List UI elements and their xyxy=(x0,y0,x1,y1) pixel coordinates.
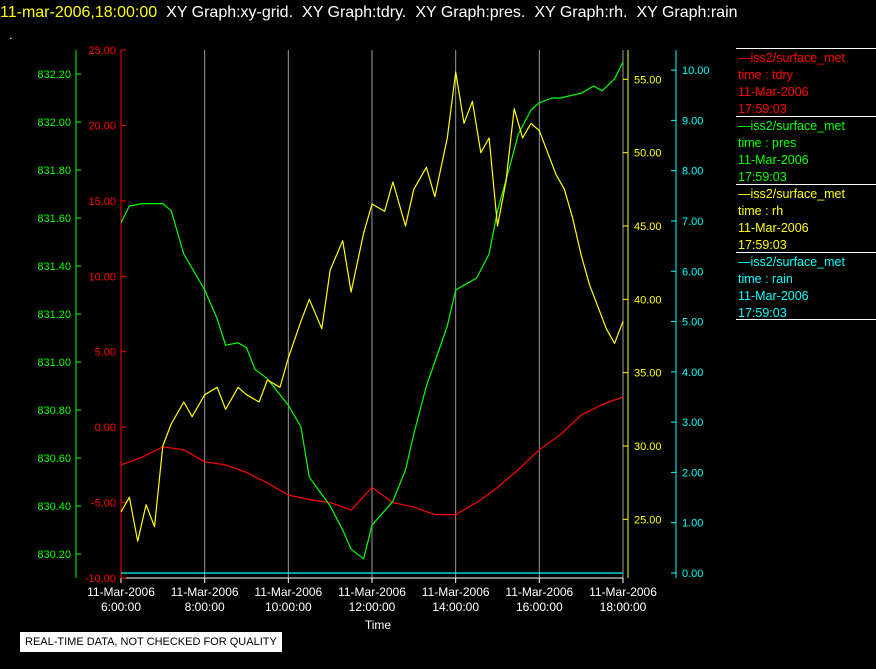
y-tick-label-rh: 45.00 xyxy=(634,221,662,233)
header-title-rh: XY Graph:rh. xyxy=(534,4,628,21)
y-tick-label-tdry: 25.00 xyxy=(88,45,116,57)
y-tick-label-pres: 830.60 xyxy=(37,453,71,465)
y-tick-label-tdry: 10.00 xyxy=(88,271,116,283)
y-tick-label-tdry: 20.00 xyxy=(88,120,116,132)
legend-source: —iss2/surface_met xyxy=(738,51,845,65)
y-tick-label-pres: 831.60 xyxy=(37,213,71,225)
x-tick-label-time: 8:00:00 xyxy=(185,600,225,614)
header-title-tdry: XY Graph:tdry. xyxy=(302,4,407,21)
x-tick-label-date: 11-Mar-2006 xyxy=(589,585,657,599)
y-tick-label-rain: 4.00 xyxy=(682,367,703,379)
y-tick-label-tdry: 0.00 xyxy=(95,422,116,434)
x-tick-label-time: 14:00:00 xyxy=(432,600,479,614)
y-tick-label-pres: 830.40 xyxy=(37,501,71,513)
header-title-rain: XY Graph:rain xyxy=(636,4,738,21)
graph-header: 11-mar-2006,18:00:00 XY Graph:xy-grid. XY … xyxy=(0,2,738,24)
x-tick-label-time: 16:00:00 xyxy=(516,600,563,614)
y-tick-label-rh: 55.00 xyxy=(634,74,662,86)
legend-variable: time : rain xyxy=(738,272,793,286)
y-tick-label-tdry: -5.00 xyxy=(91,498,116,510)
y-tick-label-rh: 25.00 xyxy=(634,514,662,526)
legend-time: 17:59:03 xyxy=(738,306,787,320)
y-tick-label-pres: 832.20 xyxy=(37,69,71,81)
y-tick-label-pres: 831.00 xyxy=(37,357,71,369)
y-tick-label-pres: 832.00 xyxy=(37,117,71,129)
legend-time: 17:59:03 xyxy=(738,170,787,184)
y-tick-label-rain: 0.00 xyxy=(682,568,703,580)
legend-entry-tdry: —iss2/surface_met time : tdry 11-Mar-200… xyxy=(736,48,876,116)
y-tick-label-rain: 5.00 xyxy=(682,317,703,329)
legend-source: —iss2/surface_met xyxy=(738,255,845,269)
quality-warning: REAL-TIME DATA, NOT CHECKED FOR QUALITY xyxy=(20,632,282,652)
header-title-xy-grid: XY Graph:xy-grid. xyxy=(166,4,294,21)
legend-entry-rain: —iss2/surface_met time : rain 11-Mar-200… xyxy=(736,252,876,320)
legend-source: —iss2/surface_met xyxy=(738,187,845,201)
y-tick-label-pres: 831.80 xyxy=(37,165,71,177)
x-tick-label-time: 18:00:00 xyxy=(600,600,647,614)
legend-variable: time : rh xyxy=(738,204,784,218)
y-tick-label-rain: 8.00 xyxy=(682,166,703,178)
legend-source: —iss2/surface_met xyxy=(738,119,845,133)
y-tick-label-rh: 30.00 xyxy=(634,441,662,453)
header-dot: . xyxy=(9,27,13,42)
y-tick-label-pres: 830.80 xyxy=(37,405,71,417)
legend-entry-rh: —iss2/surface_met time : rh 11-Mar-2006 … xyxy=(736,184,876,252)
series-line-pres xyxy=(120,61,624,560)
y-tick-label-pres: 831.20 xyxy=(37,309,71,321)
series-line-tdry xyxy=(120,396,624,516)
y-tick-label-rain: 1.00 xyxy=(682,518,703,530)
header-timestamp: 11-mar-2006,18:00:00 xyxy=(0,4,158,21)
y-tick-label-rain: 2.00 xyxy=(682,467,703,479)
y-tick-label-rh: 40.00 xyxy=(634,294,662,306)
y-tick-label-rh: 35.00 xyxy=(634,368,662,380)
legend-variable: time : pres xyxy=(738,136,797,150)
y-tick-label-rain: 3.00 xyxy=(682,417,703,429)
x-tick-label-date: 11-Mar-2006 xyxy=(338,585,406,599)
x-tick-label-time: 12:00:00 xyxy=(349,600,396,614)
x-tick-label-time: 10:00:00 xyxy=(265,600,312,614)
legend-time: 17:59:03 xyxy=(738,238,787,252)
legend-time: 17:59:03 xyxy=(738,102,787,116)
y-tick-label-tdry: -10.00 xyxy=(85,573,116,585)
legend-date: 11-Mar-2006 xyxy=(738,85,809,99)
y-tick-label-rain: 9.00 xyxy=(682,115,703,127)
y-tick-label-pres: 830.20 xyxy=(37,549,71,561)
y-tick-label-rain: 7.00 xyxy=(682,216,703,228)
legend-date: 11-Mar-2006 xyxy=(738,289,809,303)
legend-entry-pres: —iss2/surface_met time : pres 11-Mar-200… xyxy=(736,116,876,184)
x-tick-label-date: 11-Mar-2006 xyxy=(171,585,239,599)
x-tick-label-date: 11-Mar-2006 xyxy=(87,585,155,599)
y-tick-label-rain: 6.00 xyxy=(682,266,703,278)
series-line-rh xyxy=(120,71,624,542)
x-tick-label-time: 6:00:00 xyxy=(101,600,141,614)
y-tick-label-pres: 831.40 xyxy=(37,261,71,273)
legend-variable: time : tdry xyxy=(738,68,793,82)
y-tick-label-rh: 50.00 xyxy=(634,148,662,160)
x-tick-label-date: 11-Mar-2006 xyxy=(422,585,490,599)
y-tick-label-tdry: 15.00 xyxy=(88,196,116,208)
y-tick-label-rain: 10.00 xyxy=(682,65,710,77)
x-tick-label-date: 11-Mar-2006 xyxy=(505,585,573,599)
y-tick-label-tdry: 5.00 xyxy=(95,347,116,359)
legend: —iss2/surface_met time : tdry 11-Mar-200… xyxy=(736,48,876,320)
x-tick-label-date: 11-Mar-2006 xyxy=(254,585,322,599)
legend-date: 11-Mar-2006 xyxy=(738,221,809,235)
legend-date: 11-Mar-2006 xyxy=(738,153,809,167)
x-axis-label: Time xyxy=(365,618,392,632)
header-title-pres: XY Graph:pres. xyxy=(415,4,526,21)
